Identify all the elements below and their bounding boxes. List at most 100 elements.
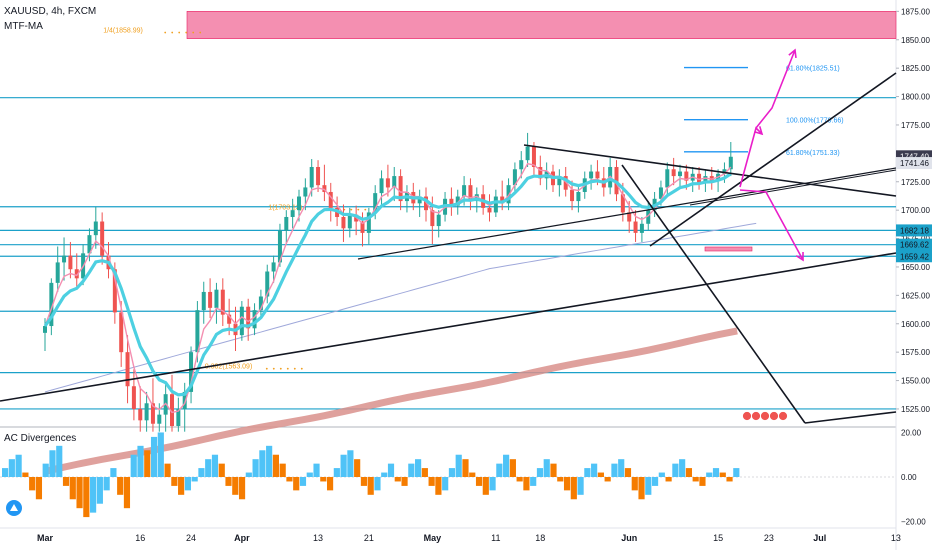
ac-histogram-bar bbox=[320, 477, 327, 482]
ac-histogram-bar bbox=[238, 477, 246, 500]
candle-body bbox=[258, 296, 263, 311]
candle-body bbox=[62, 255, 67, 263]
candle-body bbox=[277, 230, 282, 263]
x-tick-label: 11 bbox=[491, 533, 500, 543]
ac-histogram-bar bbox=[428, 477, 435, 486]
ac-histogram-bar bbox=[150, 436, 158, 477]
candle-body bbox=[525, 146, 530, 161]
ac-histogram-bar bbox=[205, 459, 212, 477]
price-axis[interactable]: 1875.001850.001825.001800.001775.001750.… bbox=[896, 7, 932, 414]
ac-histogram-bar bbox=[198, 468, 205, 477]
ac-histogram-bar bbox=[157, 432, 164, 477]
candle-body bbox=[182, 391, 187, 409]
ac-histogram-bar bbox=[570, 477, 577, 500]
candle-body bbox=[646, 210, 651, 224]
y-tick-label: 1650.00 bbox=[901, 263, 930, 272]
candle-body bbox=[220, 289, 225, 315]
ac-histogram-bar bbox=[164, 463, 171, 477]
candle-body bbox=[398, 176, 403, 202]
ac-histogram-bar bbox=[394, 477, 401, 482]
ac-histogram-bar bbox=[719, 472, 726, 477]
candle-body bbox=[328, 191, 333, 208]
ac-tick-label: 20.00 bbox=[901, 428, 922, 437]
x-tick-label: 15 bbox=[713, 533, 723, 543]
tradingview-logo-icon[interactable] bbox=[6, 500, 22, 516]
candle-body bbox=[563, 176, 568, 190]
bullish-projection-arrow bbox=[739, 126, 763, 188]
candle-body bbox=[297, 196, 301, 211]
ac-histogram-bar bbox=[550, 463, 557, 477]
candle-body bbox=[138, 408, 143, 421]
candle-body bbox=[316, 166, 321, 186]
x-tick-label: 23 bbox=[764, 533, 774, 543]
candle-body bbox=[189, 352, 194, 392]
fib-level-label: 100.00%(1779.66) bbox=[786, 118, 844, 125]
candle-body bbox=[265, 271, 270, 297]
ac-histogram-bar bbox=[2, 468, 9, 477]
ac-divergence-pane[interactable]: 20.00 0.00 −20.00 bbox=[0, 428, 926, 527]
candle-body bbox=[678, 171, 682, 177]
slow-ma-line bbox=[44, 222, 757, 393]
x-tick-label: 18 bbox=[535, 533, 545, 543]
ac-histogram-bar bbox=[421, 468, 428, 477]
ac-histogram-bar bbox=[347, 450, 354, 477]
candle-body bbox=[131, 386, 136, 409]
annotation-dot bbox=[185, 31, 188, 34]
candle-body bbox=[633, 221, 638, 233]
annotation-dot bbox=[364, 208, 367, 211]
annotation-dot bbox=[279, 367, 282, 370]
ac-divergences-title: AC Divergences bbox=[4, 433, 77, 444]
annotation-dot bbox=[293, 367, 296, 370]
ac-histogram-bar bbox=[83, 477, 90, 518]
candle-body bbox=[703, 176, 708, 183]
candle-body bbox=[360, 221, 365, 233]
ac-histogram-bar bbox=[469, 472, 476, 477]
candle-body bbox=[665, 169, 670, 188]
ac-histogram-bar bbox=[516, 477, 523, 482]
candle-body bbox=[271, 262, 276, 272]
ac-histogram-bar bbox=[672, 463, 679, 477]
ac-histogram-bar bbox=[211, 454, 219, 477]
candle-body bbox=[125, 352, 130, 387]
ac-histogram-bar bbox=[692, 477, 699, 482]
candle-body bbox=[55, 262, 60, 283]
ac-histogram-bar bbox=[144, 450, 151, 477]
ac-histogram-bar bbox=[374, 477, 381, 491]
y-tick-label: 1725.00 bbox=[901, 178, 930, 187]
candle-body bbox=[468, 185, 473, 202]
ac-histogram-bar bbox=[29, 477, 36, 491]
annotation-label: 1/4(1858.99) bbox=[103, 28, 143, 35]
symbol-title: XAUUSD, 4h, FXCM bbox=[4, 6, 97, 17]
annotation-dot bbox=[350, 208, 353, 211]
time-axis[interactable]: Mar 16 24 Apr 13 21 May 11 18 Jun 15 23 Jul 13 bbox=[37, 533, 901, 543]
candle-body bbox=[684, 171, 689, 181]
ac-histogram-bar bbox=[225, 477, 232, 486]
candle-body bbox=[170, 394, 174, 426]
ac-histogram-bar bbox=[523, 477, 530, 491]
ac-histogram-bar bbox=[15, 454, 22, 477]
ac-histogram-bar bbox=[387, 463, 395, 477]
ac-histogram-bar bbox=[475, 477, 483, 486]
ac-histogram-bar bbox=[123, 477, 131, 509]
ac-histogram-bar bbox=[49, 450, 56, 477]
ac-tick-label: −20.00 bbox=[901, 518, 926, 527]
ac-histogram-bar bbox=[631, 477, 638, 491]
candle-body bbox=[671, 169, 676, 177]
candle-body bbox=[93, 221, 98, 236]
supply-zone bbox=[186, 11, 897, 39]
ac-histogram-bar bbox=[90, 477, 97, 513]
candle-body bbox=[119, 312, 124, 353]
fast-ma-line bbox=[43, 172, 732, 397]
price-label-text: 1747.40 bbox=[900, 152, 929, 161]
candle-body bbox=[697, 173, 702, 183]
candle-body bbox=[487, 207, 492, 213]
ac-histogram-bar bbox=[381, 472, 388, 477]
candle-body bbox=[462, 185, 467, 197]
ac-histogram-bar bbox=[22, 472, 29, 477]
ac-histogram-bar bbox=[232, 477, 239, 495]
ac-histogram-bar bbox=[69, 477, 76, 500]
ac-histogram-bar bbox=[218, 463, 225, 477]
x-tick-label: 24 bbox=[186, 533, 196, 543]
ac-histogram-bar bbox=[8, 459, 15, 477]
